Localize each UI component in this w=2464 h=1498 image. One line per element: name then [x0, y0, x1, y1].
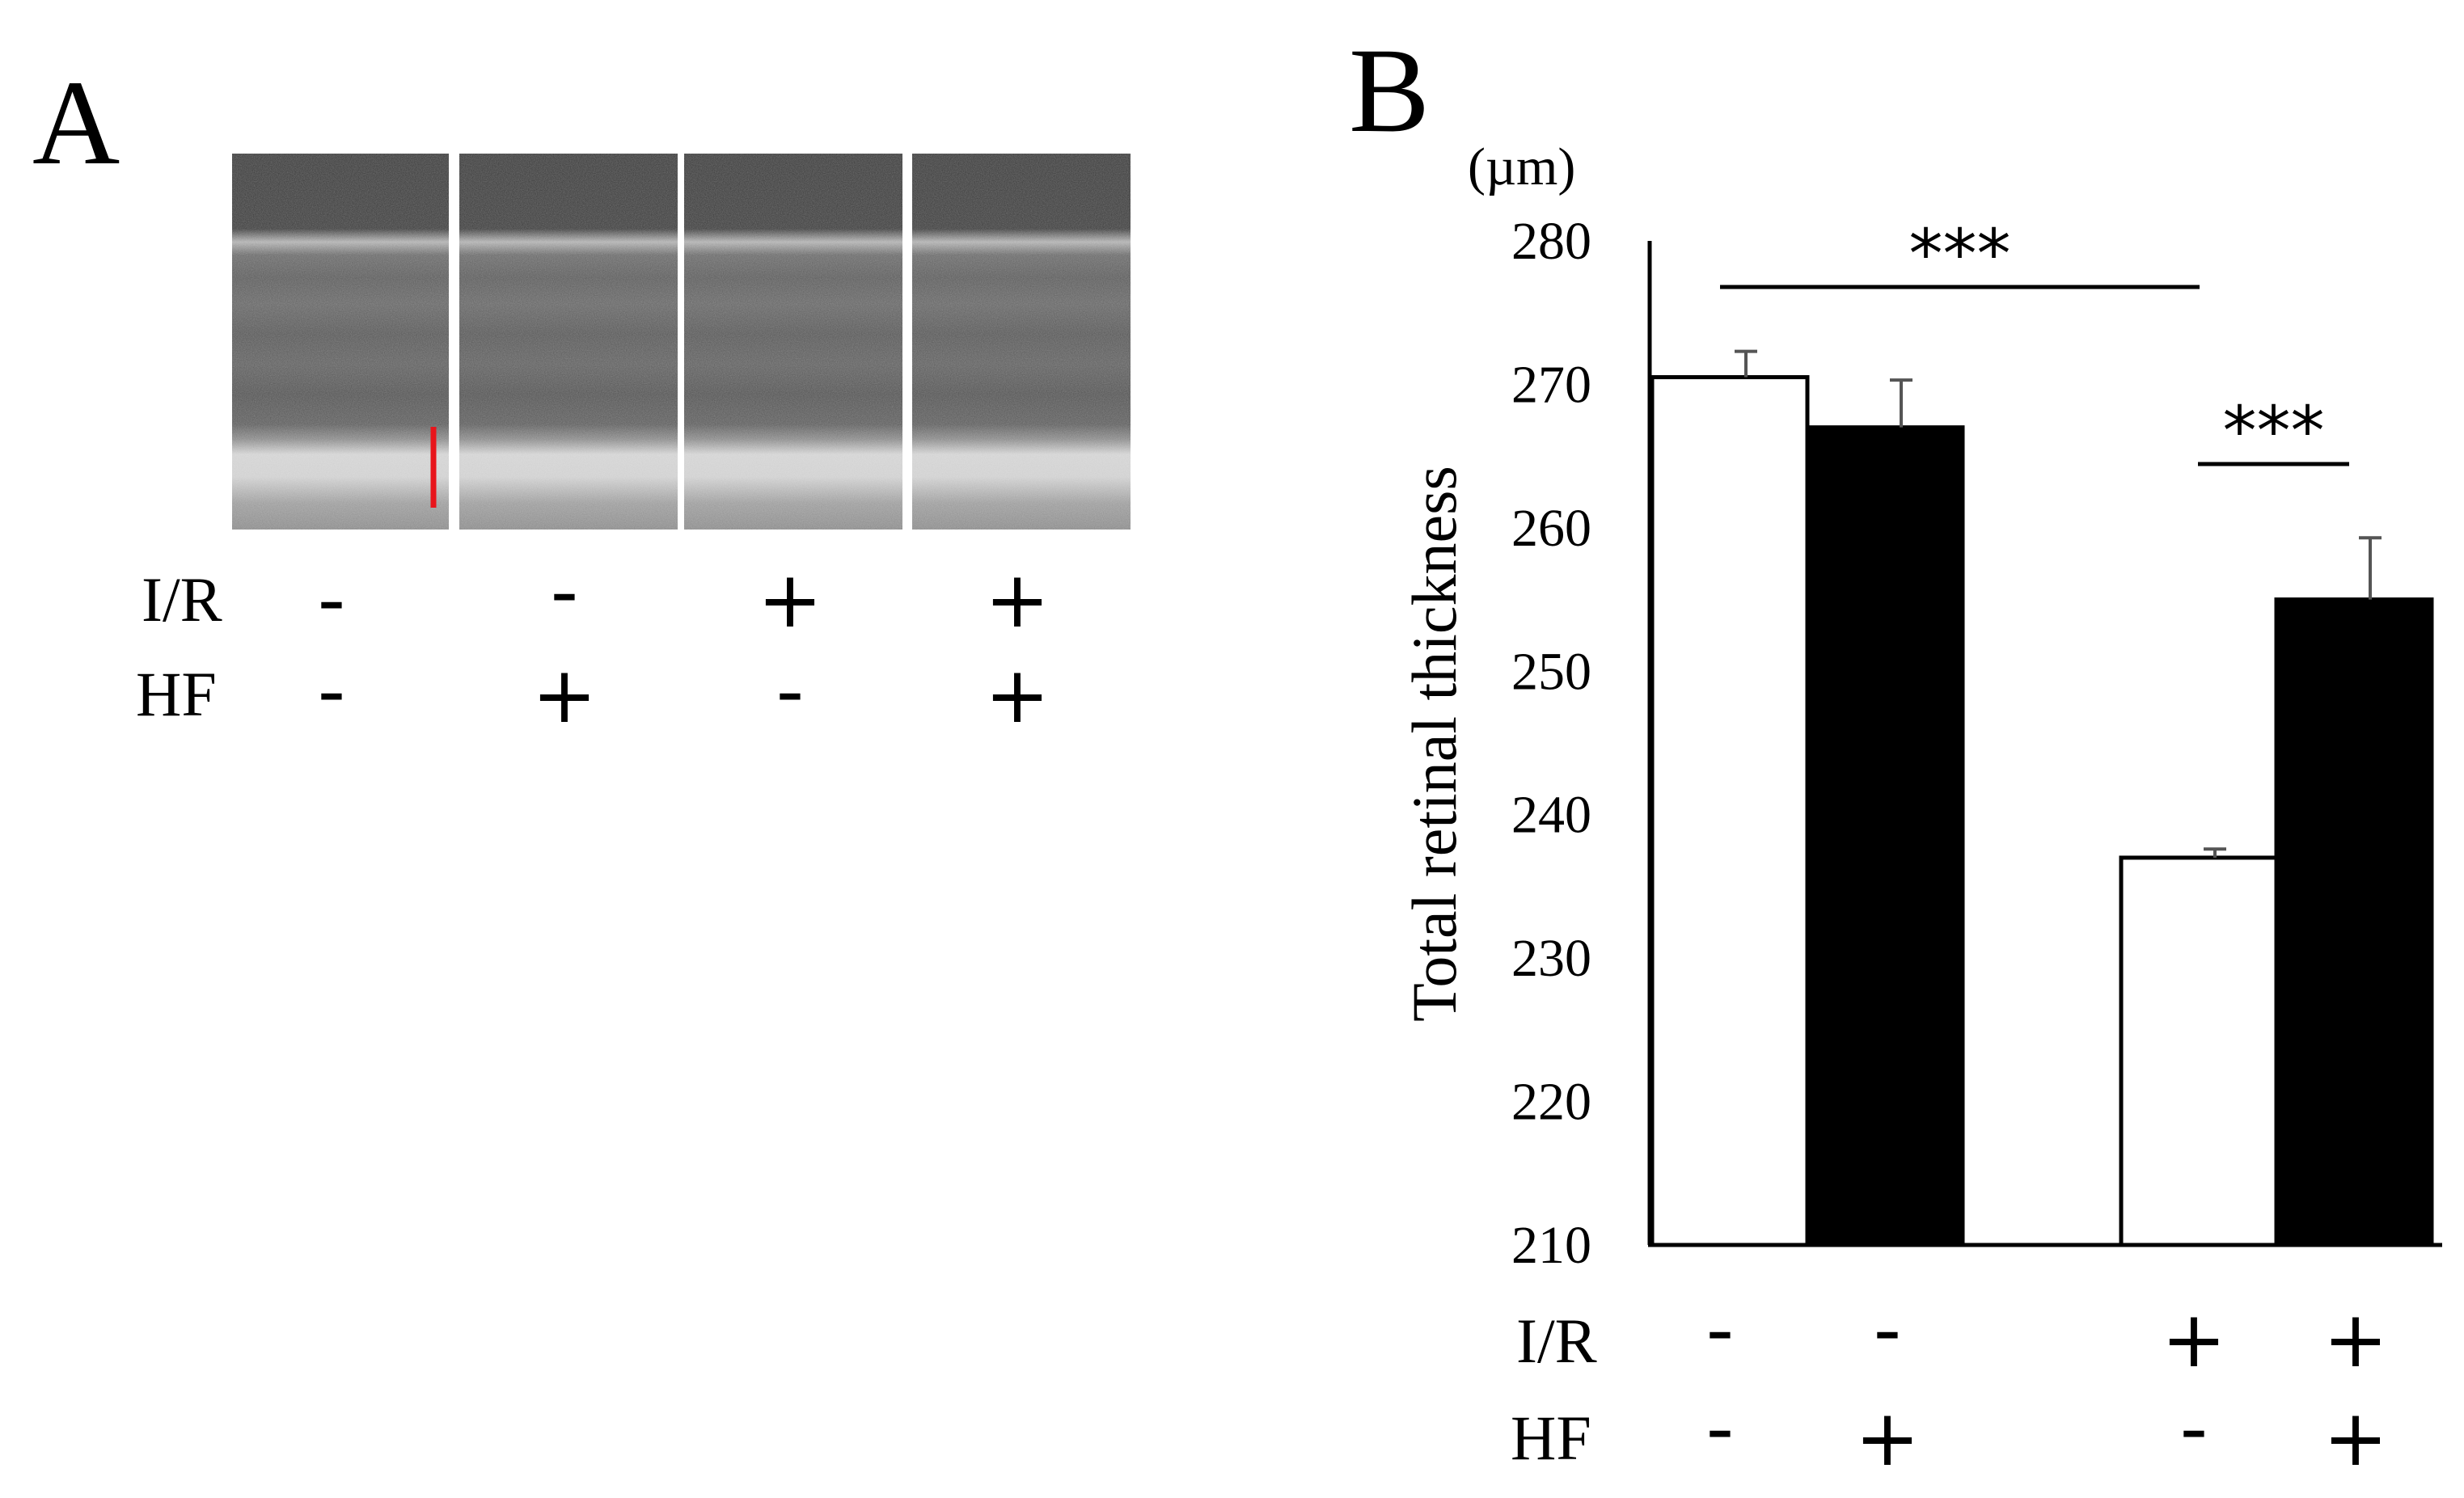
y-tick-label: 210	[1511, 1216, 1591, 1275]
panel-a-sign: +	[532, 650, 597, 741]
panel-a-letter: A	[32, 56, 120, 190]
significance-brackets: *** ***	[1720, 214, 2349, 470]
oct-image-strip	[232, 154, 1131, 530]
hf-sign: -	[2180, 1383, 2208, 1474]
significance-stars: ***	[2223, 391, 2325, 470]
y-tick-label: 230	[1511, 929, 1591, 988]
ir-sign: +	[2323, 1294, 2388, 1385]
panel-a-sign: -	[318, 646, 346, 736]
panel-a-hf-signs: - + - +	[318, 646, 1050, 741]
y-axis-unit: (µm)	[1468, 137, 1575, 196]
y-tick-label: 260	[1511, 499, 1591, 558]
hf-sign: -	[1706, 1383, 1735, 1474]
panel-a-sign: -	[551, 546, 579, 637]
significance-stars: ***	[1909, 214, 2011, 293]
panel-a-sign: -	[318, 555, 346, 645]
bars	[1650, 375, 2434, 1247]
ir-sign: -	[1874, 1285, 1902, 1375]
panel-b: B (µm) Total retinal thickness 210 220 230…	[1349, 23, 2442, 1483]
panel-a-sign: -	[776, 646, 805, 736]
error-bars	[1735, 349, 2382, 858]
y-tick-label: 250	[1511, 642, 1591, 701]
panel-a-sign: +	[985, 650, 1050, 741]
panel-b-letter: B	[1349, 23, 1430, 158]
condition-signs: ---++-++	[1706, 1285, 2389, 1483]
bar	[1805, 425, 1965, 1247]
y-axis-ticks: 210 220 230 240 250 260 270 280	[1511, 212, 1591, 1275]
panel-a-sign: +	[758, 555, 822, 645]
y-tick-label: 240	[1511, 786, 1591, 845]
ir-sign: -	[1706, 1285, 1735, 1375]
panel-b-row-label-hf: HF	[1511, 1403, 1591, 1473]
hf-sign: +	[2323, 1393, 2388, 1483]
y-tick-label: 270	[1511, 355, 1591, 414]
panel-a-row-label-hf: HF	[136, 659, 217, 729]
ir-sign: +	[2162, 1294, 2226, 1385]
y-axis-label: Total retinal thickness	[1399, 466, 1469, 1022]
oct-separator	[449, 154, 459, 530]
bar	[2119, 855, 2279, 1247]
bar	[2274, 597, 2434, 1247]
panel-a-row-label-ir: I/R	[142, 564, 222, 635]
panel-a-ir-signs: - - + +	[318, 546, 1050, 645]
bar	[1650, 375, 1810, 1247]
oct-separator	[902, 154, 912, 530]
oct-separator	[678, 154, 684, 530]
y-tick-label: 220	[1511, 1073, 1591, 1132]
panel-a-sign: +	[985, 555, 1050, 645]
panel-b-row-label-ir: I/R	[1516, 1306, 1597, 1376]
hf-sign: +	[1855, 1393, 1920, 1483]
panel-a: A I/R HF - - + + - + - +	[32, 56, 1131, 741]
y-tick-label: 280	[1511, 212, 1591, 271]
